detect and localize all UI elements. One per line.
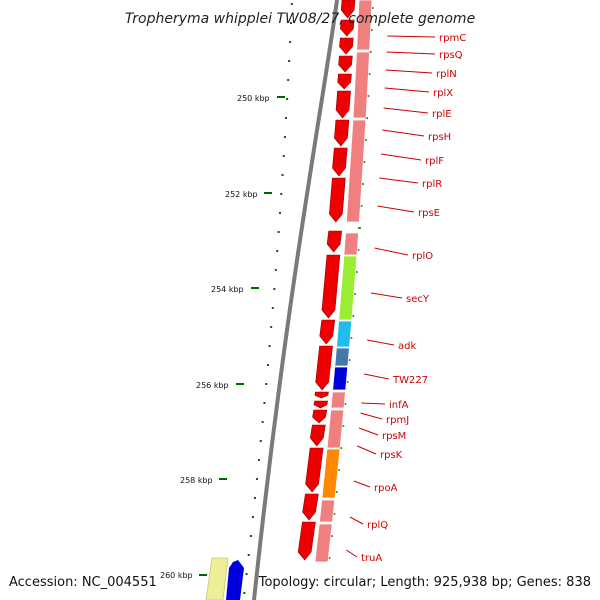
leader-line bbox=[370, 292, 403, 299]
gene-band-segment bbox=[332, 366, 349, 391]
gene-band-segment bbox=[314, 523, 333, 563]
cds-arrow bbox=[314, 391, 329, 399]
gene-label-rpmJ: rpmJ bbox=[386, 415, 409, 426]
cds-arrow bbox=[297, 521, 316, 561]
leader-line bbox=[385, 69, 433, 74]
cds-arrow bbox=[313, 400, 328, 409]
cds-arrow bbox=[340, 19, 355, 37]
cds-arrow bbox=[329, 177, 346, 223]
cds-arrow bbox=[321, 254, 341, 319]
gene-labels: rpmC rpsQ rplN rplX rplE rpsH rplF rplR … bbox=[361, 33, 466, 564]
gene-label-rpmC: rpmC bbox=[439, 33, 466, 44]
leader-line bbox=[384, 87, 430, 93]
gene-band-segment bbox=[345, 119, 367, 223]
label-leader-lines bbox=[346, 35, 436, 558]
leader-line bbox=[367, 339, 395, 346]
cds-arrow bbox=[315, 345, 333, 391]
leader-line bbox=[383, 107, 429, 114]
cds-arrow bbox=[337, 73, 352, 90]
tick-label-254: 254 kbp bbox=[211, 285, 244, 294]
gene-band-segment bbox=[338, 255, 358, 321]
tick-label-252: 252 kbp bbox=[225, 190, 258, 199]
tick-label-250: 250 kbp bbox=[237, 94, 270, 103]
leader-line bbox=[346, 549, 358, 558]
gene-label-rpsE: rpsE bbox=[418, 208, 440, 219]
tick-label-260: 260 kbp bbox=[160, 571, 193, 580]
leader-line bbox=[382, 129, 425, 137]
gene-band-segment bbox=[330, 391, 346, 409]
gene-band-segment bbox=[326, 409, 345, 449]
cds-arrow bbox=[305, 447, 324, 493]
cds-arrow bbox=[339, 37, 354, 55]
leader-line bbox=[364, 373, 390, 380]
cds-arrow bbox=[332, 147, 348, 177]
cds-arrow bbox=[319, 319, 336, 345]
cds-arrow bbox=[335, 90, 351, 119]
gene-label-rpsK: rpsK bbox=[380, 450, 403, 461]
cds-arrow bbox=[338, 55, 353, 73]
tick-label-256: 256 kbp bbox=[196, 381, 229, 390]
leader-line bbox=[380, 153, 422, 161]
gene-band-segment bbox=[334, 347, 350, 367]
leader-line bbox=[361, 402, 386, 405]
gene-label-rpoA: rpoA bbox=[374, 483, 398, 494]
cds-arrow bbox=[340, 0, 356, 19]
leader-line bbox=[357, 445, 377, 455]
gene-label-rplR: rplR bbox=[422, 179, 442, 190]
accession-label: Accession: NC_004551 bbox=[9, 575, 157, 590]
gene-label-rplQ: rplQ bbox=[367, 520, 388, 531]
gene-label-rplE: rplE bbox=[432, 109, 452, 120]
leader-line bbox=[358, 427, 379, 436]
gene-label-TW227: TW227 bbox=[392, 375, 428, 386]
genome-summary: Topology: circular; Length: 925,938 bp; … bbox=[258, 575, 591, 590]
gene-label-rpsQ: rpsQ bbox=[439, 50, 463, 61]
cds-arrow bbox=[302, 493, 319, 521]
blue-feature-arrow bbox=[226, 560, 244, 600]
leader-line bbox=[377, 205, 415, 213]
gene-band-segment bbox=[343, 232, 359, 256]
tick-labels: 250 kbp 252 kbp 254 kbp 256 kbp 258 kbp … bbox=[160, 94, 270, 580]
gene-label-rplO: rplO bbox=[412, 251, 433, 262]
tick-label-258: 258 kbp bbox=[180, 476, 213, 485]
leader-line bbox=[374, 247, 409, 256]
gene-label-truA: truA bbox=[361, 553, 382, 564]
gene-label-rpsM: rpsM bbox=[382, 431, 406, 442]
cream-feature bbox=[205, 557, 229, 600]
gene-label-rplN: rplN bbox=[436, 69, 457, 80]
gene-label-adk: adk bbox=[398, 341, 416, 352]
gene-band-segment bbox=[336, 320, 353, 348]
leader-line bbox=[379, 177, 419, 184]
gene-label-rpsH: rpsH bbox=[428, 132, 451, 143]
cds-arrow bbox=[312, 409, 328, 424]
gene-band-segment bbox=[321, 448, 341, 499]
gene-label-infA: infA bbox=[389, 400, 409, 411]
feature-tracks bbox=[205, 0, 373, 600]
leader-line bbox=[386, 51, 436, 55]
gene-label-secY: secY bbox=[406, 294, 430, 305]
cds-arrow bbox=[326, 230, 343, 253]
gene-label-rplF: rplF bbox=[425, 156, 444, 167]
leader-line bbox=[349, 516, 364, 525]
gene-band-segment bbox=[318, 499, 336, 523]
leader-line bbox=[387, 35, 436, 38]
cds-arrow bbox=[334, 119, 350, 147]
leader-line bbox=[353, 480, 371, 488]
map-title: Tropheryma whipplei TW08/27, complete ge… bbox=[125, 11, 475, 27]
gene-band-segment bbox=[352, 51, 371, 119]
gene-band-segment bbox=[356, 0, 373, 51]
cds-arrow bbox=[309, 424, 326, 447]
gene-label-rplX: rplX bbox=[433, 88, 453, 99]
leader-line bbox=[360, 412, 383, 420]
genome-backbone bbox=[252, 0, 339, 600]
